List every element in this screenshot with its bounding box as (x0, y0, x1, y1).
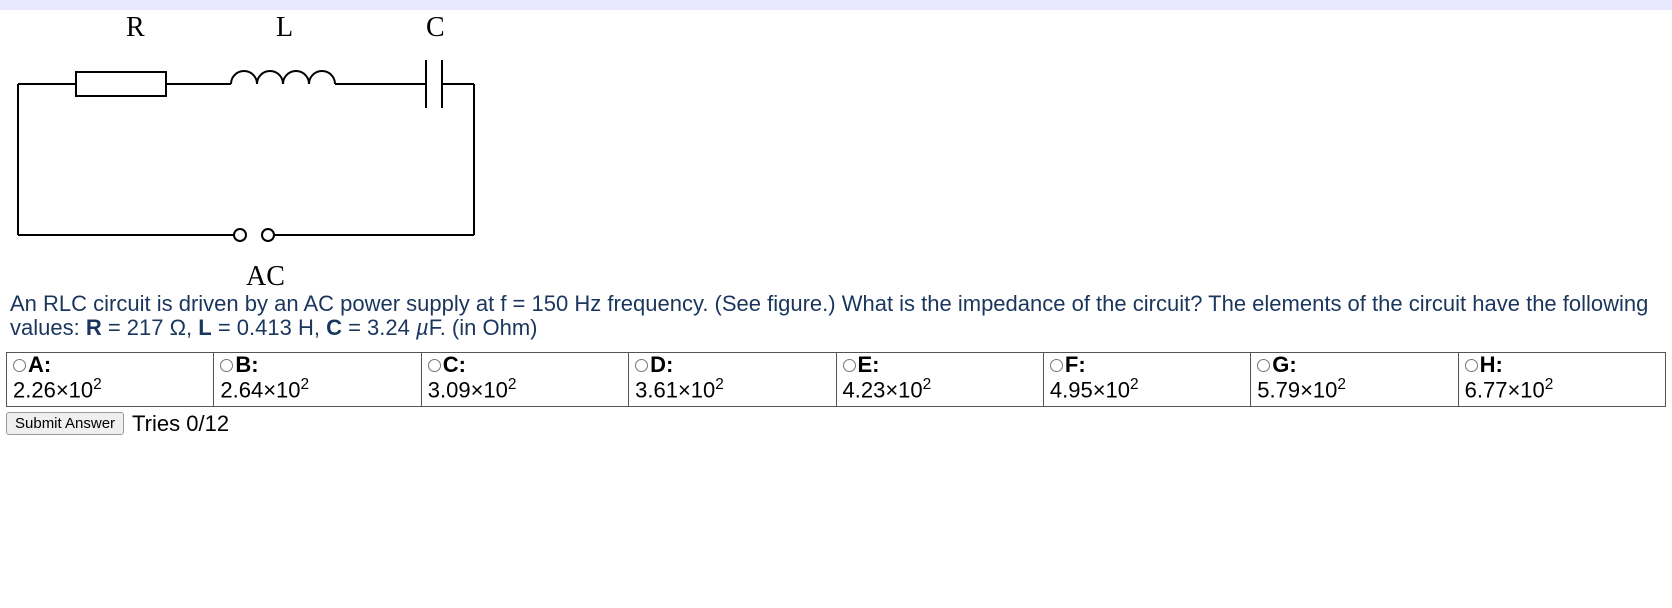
answer-letter: C: (443, 354, 466, 376)
answer-option[interactable]: C:3.09×102 (421, 352, 628, 406)
q-R-label: R (86, 315, 102, 340)
q-C-label: C (326, 315, 342, 340)
circuit-svg: R L C AC (6, 10, 486, 290)
answer-value: 3.09×102 (428, 376, 620, 403)
answer-option[interactable]: D:3.61×102 (629, 352, 836, 406)
answer-letter: F: (1065, 354, 1086, 376)
answer-value: 2.26×102 (13, 376, 205, 403)
label-R: R (126, 12, 145, 43)
answer-letter: A: (28, 354, 51, 376)
answer-letter: B: (235, 354, 258, 376)
answer-option[interactable]: A:2.26×102 (7, 352, 214, 406)
q-R-val: = 217 Ω, (102, 315, 199, 340)
q-unit-tail: F. (in Ohm) (429, 315, 538, 340)
answer-value: 4.23×102 (843, 376, 1035, 403)
answer-option[interactable]: G:5.79×102 (1251, 352, 1458, 406)
answer-value: 2.64×102 (220, 376, 412, 403)
q-L-val: = 0.413 H, (212, 315, 326, 340)
answer-value: 5.79×102 (1257, 376, 1449, 403)
answer-radio[interactable] (13, 359, 26, 372)
answer-radio[interactable] (635, 359, 648, 372)
question-text: An RLC circuit is driven by an AC power … (6, 290, 1666, 346)
submit-row: Submit Answer Tries 0/12 (6, 411, 1666, 437)
answer-option[interactable]: E:4.23×102 (836, 352, 1043, 406)
label-AC: AC (246, 261, 285, 290)
submit-answer-button[interactable]: Submit Answer (6, 412, 124, 435)
answer-option[interactable]: H:6.77×102 (1458, 352, 1665, 406)
answer-value: 3.61×102 (635, 376, 827, 403)
answer-radio[interactable] (1257, 359, 1270, 372)
answer-option[interactable]: B:2.64×102 (214, 352, 421, 406)
answer-radio[interactable] (428, 359, 441, 372)
label-C: C (426, 12, 445, 43)
answer-value: 4.95×102 (1050, 376, 1242, 403)
q-L-label: L (198, 315, 211, 340)
label-L: L (276, 12, 293, 43)
q-mu: µ (416, 315, 429, 340)
circuit-diagram: R L C AC (6, 10, 486, 290)
answer-letter: G: (1272, 354, 1296, 376)
answer-letter: D: (650, 354, 673, 376)
answer-radio[interactable] (1465, 359, 1478, 372)
answer-radio[interactable] (220, 359, 233, 372)
answer-radio[interactable] (1050, 359, 1063, 372)
tries-text: Tries 0/12 (132, 411, 229, 437)
answer-letter: E: (858, 354, 880, 376)
header-strip (0, 0, 1672, 10)
answer-letter: H: (1480, 354, 1503, 376)
answer-radio[interactable] (843, 359, 856, 372)
answer-value: 6.77×102 (1465, 376, 1657, 403)
answer-options-table: A:2.26×102 B:2.64×102 C:3.09×102 D:3.61×… (6, 352, 1666, 407)
answer-option[interactable]: F:4.95×102 (1043, 352, 1250, 406)
q-C-val: = 3.24 (342, 315, 416, 340)
